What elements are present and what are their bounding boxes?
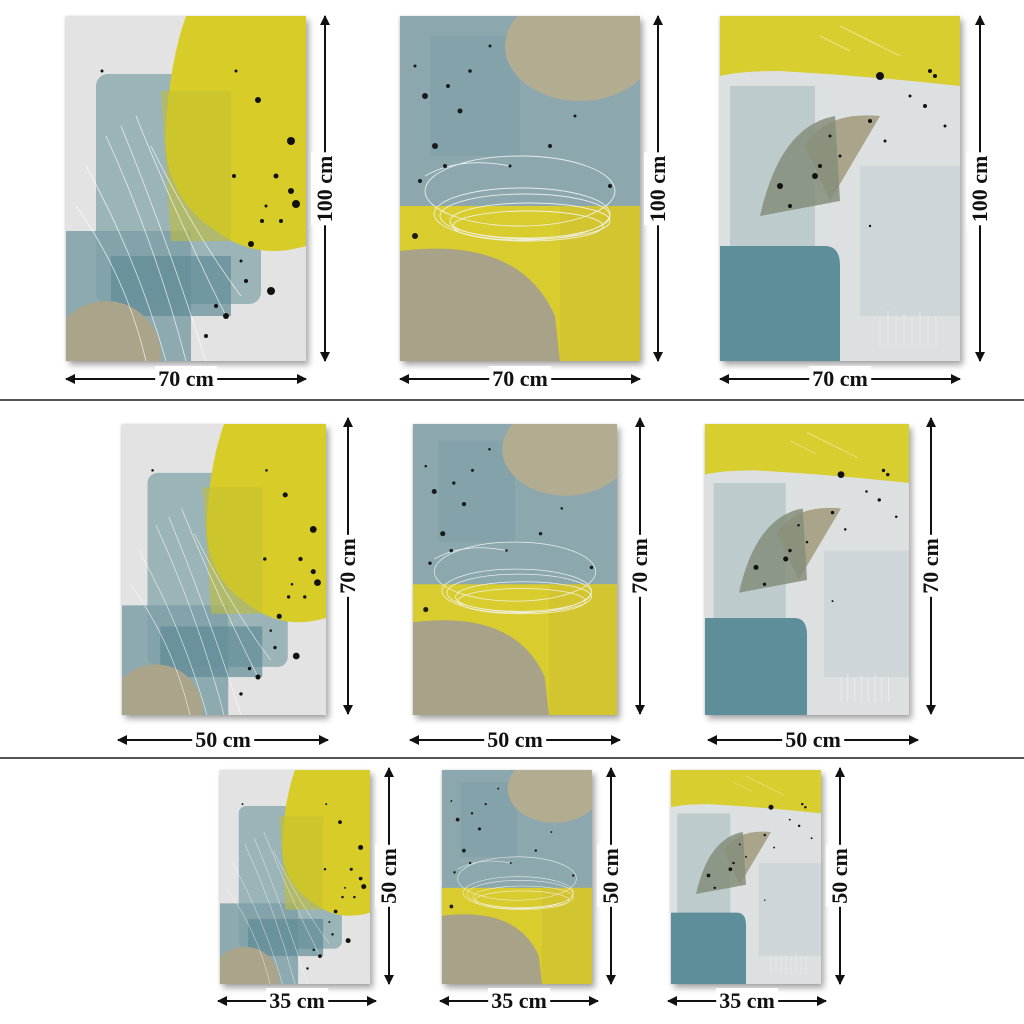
canvas-print-row3-yellow-top (671, 770, 821, 984)
canvas-print-row3-teal-loop (442, 770, 592, 984)
height-dimension: 100 cm (965, 15, 995, 362)
width-label: 35 cm (716, 988, 778, 1014)
artwork-image (413, 424, 617, 715)
height-label: 70 cm (917, 535, 945, 597)
height-dimension: 50 cm (374, 767, 404, 985)
width-dimension: 70 cm (399, 366, 641, 392)
width-label: 50 cm (192, 727, 254, 753)
width-dimension: 35 cm (439, 988, 599, 1014)
width-label: 70 cm (809, 366, 871, 392)
height-dimension: 100 cm (310, 15, 340, 362)
height-label: 100 cm (644, 152, 672, 225)
canvas-print-row2-teal-loop (413, 424, 617, 715)
width-dimension: 35 cm (667, 988, 827, 1014)
row-divider (0, 399, 1024, 401)
height-label: 50 cm (375, 845, 403, 907)
width-label: 70 cm (155, 366, 217, 392)
width-dimension: 70 cm (719, 366, 961, 392)
width-dimension: 50 cm (707, 727, 919, 753)
width-dimension: 35 cm (217, 988, 377, 1014)
height-label: 50 cm (597, 845, 625, 907)
height-dimension: 50 cm (825, 767, 855, 985)
width-dimension: 50 cm (409, 727, 621, 753)
width-label: 70 cm (489, 366, 551, 392)
height-label: 100 cm (966, 152, 994, 225)
artwork-image (66, 16, 306, 361)
artwork-image (220, 770, 370, 984)
canvas-print-row2-yellow-top (705, 424, 909, 715)
canvas-print-row1-teal-loop (400, 16, 640, 361)
height-dimension: 70 cm (333, 417, 363, 715)
canvas-print-row3-yellow-arch (220, 770, 370, 984)
artwork-image (705, 424, 909, 715)
canvas-print-row1-yellow-top (720, 16, 960, 361)
canvas-print-row2-yellow-arch (122, 424, 326, 715)
height-dimension: 50 cm (596, 767, 626, 985)
height-dimension: 70 cm (625, 417, 655, 715)
height-dimension: 100 cm (643, 15, 673, 362)
artwork-image (671, 770, 821, 984)
height-label: 70 cm (626, 535, 654, 597)
width-label: 35 cm (488, 988, 550, 1014)
row-divider (0, 757, 1024, 759)
artwork-image (720, 16, 960, 361)
height-label: 70 cm (334, 535, 362, 597)
height-dimension: 70 cm (916, 417, 946, 715)
canvas-print-row1-yellow-arch (66, 16, 306, 361)
artwork-image (122, 424, 326, 715)
width-label: 35 cm (266, 988, 328, 1014)
artwork-image (442, 770, 592, 984)
width-label: 50 cm (484, 727, 546, 753)
width-dimension: 70 cm (65, 366, 307, 392)
artwork-image (400, 16, 640, 361)
height-label: 100 cm (311, 152, 339, 225)
width-label: 50 cm (782, 727, 844, 753)
width-dimension: 50 cm (117, 727, 329, 753)
height-label: 50 cm (826, 845, 854, 907)
